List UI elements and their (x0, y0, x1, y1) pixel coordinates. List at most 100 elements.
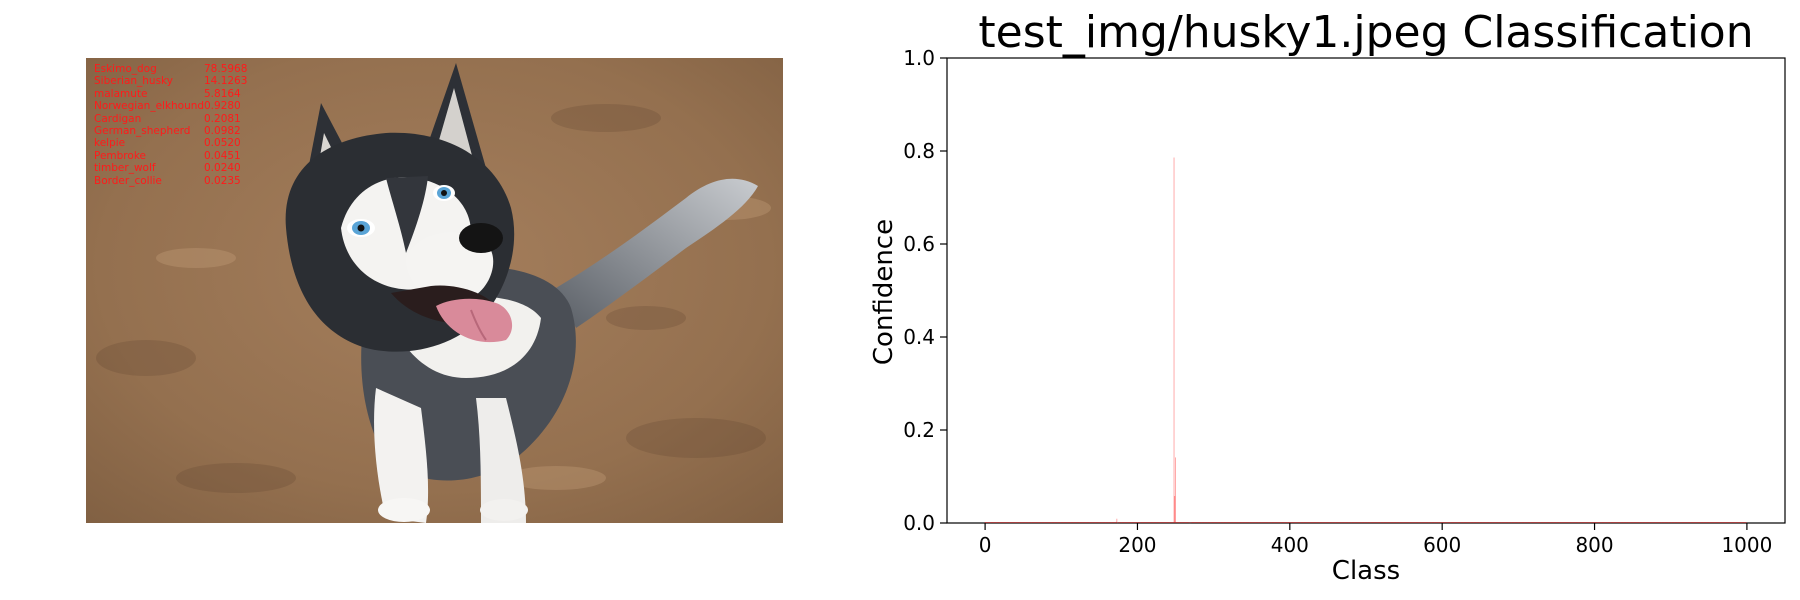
bar-class-945 (1704, 522, 1706, 523)
bar-class-3 (987, 522, 988, 523)
bar-class-660 (1487, 522, 1489, 523)
bar-class-914 (1681, 522, 1682, 523)
bar-class-544 (1399, 522, 1400, 523)
bar-class-386 (1278, 522, 1280, 523)
bar-class-596 (1438, 522, 1440, 523)
bar-class-97 (1058, 522, 1060, 523)
bar-class-296 (1210, 522, 1211, 523)
bar-class-473 (1345, 522, 1346, 523)
bar-class-861 (1640, 522, 1642, 523)
bar-class-603 (1444, 522, 1445, 523)
bar-class-585 (1430, 522, 1432, 523)
bar-class-67 (1035, 522, 1037, 523)
bar-class-140 (1091, 522, 1093, 523)
bar-class-811 (1602, 522, 1604, 523)
bar-class-766 (1568, 522, 1569, 523)
bar-class-69 (1037, 522, 1038, 523)
bar-class-501 (1366, 522, 1368, 523)
bar-class-187 (1127, 522, 1128, 523)
bar-class-281 (1198, 522, 1200, 523)
bar-class-275 (1194, 522, 1195, 523)
bar-class-227 (1157, 522, 1159, 523)
bar-class-721 (1534, 522, 1535, 523)
prediction-label: Eskimo_dog (94, 63, 157, 75)
bar-class-456 (1332, 522, 1333, 523)
bar-class-465 (1339, 522, 1340, 523)
bar-class-770 (1571, 522, 1572, 523)
bar-class-561 (1412, 522, 1413, 523)
bar-class-482 (1351, 522, 1353, 523)
bar-class-613 (1451, 522, 1453, 523)
bar-class-234 (1163, 522, 1164, 523)
bar-class-662 (1489, 522, 1490, 523)
bar-class-954 (1711, 522, 1713, 523)
bar-class-253 (1177, 522, 1179, 523)
prediction-item: Cardigan 0.2081 (94, 113, 247, 125)
bar-class-937 (1698, 522, 1700, 523)
bar-class-825 (1613, 522, 1614, 523)
bar-class-175 (1118, 522, 1119, 523)
bar-class-646 (1476, 522, 1478, 523)
bar-class-678 (1501, 522, 1502, 523)
bar-class-88 (1051, 522, 1053, 523)
bar-class-628 (1463, 522, 1464, 523)
bar-class-419 (1303, 522, 1305, 523)
bar-class-489 (1357, 522, 1358, 523)
bar-class-611 (1450, 522, 1451, 523)
bar-class-696 (1515, 522, 1516, 523)
bar-class-459 (1334, 522, 1336, 523)
bar-class-679 (1502, 522, 1503, 523)
chart-title: test_img/husky1.jpeg Classification (978, 7, 1753, 58)
bar-class-541 (1396, 522, 1398, 523)
bar-class-838 (1623, 522, 1624, 523)
bar-class-506 (1370, 522, 1371, 523)
bar-class-993 (1741, 522, 1742, 523)
bar-class-350 (1251, 522, 1253, 523)
bar-class-156 (1103, 522, 1105, 523)
bar-class-727 (1538, 522, 1540, 523)
bar-class-778 (1577, 522, 1579, 523)
bar-class-793 (1588, 522, 1590, 523)
bar-class-481 (1351, 522, 1352, 523)
photo-panel: Eskimo_dog 78.5968 Siberian_husky 14.1263 ma… (86, 58, 783, 523)
bar-class-312 (1222, 522, 1224, 523)
bar-class-83 (1048, 522, 1049, 523)
bar-class-265 (1186, 522, 1188, 523)
bar-class-334 (1239, 522, 1240, 523)
bar-class-757 (1561, 522, 1563, 523)
bar-class-563 (1413, 522, 1415, 523)
x-tick-label: 600 (1423, 533, 1461, 557)
bar-class-374 (1269, 522, 1271, 523)
bar-class-511 (1374, 522, 1375, 523)
bar-class-106 (1065, 522, 1067, 523)
bar-class-776 (1575, 522, 1577, 523)
bar-class-401 (1290, 522, 1291, 523)
bar-class-773 (1573, 522, 1575, 523)
bar-class-487 (1355, 522, 1357, 523)
bar-class-809 (1601, 522, 1602, 523)
bar-class-924 (1688, 522, 1690, 523)
bar-class-860 (1639, 522, 1641, 523)
prediction-label: kelpie (94, 137, 126, 150)
bar-class-505 (1369, 522, 1371, 523)
bar-class-203 (1139, 522, 1141, 523)
bar-class-159 (1105, 522, 1107, 523)
bar-class-84 (1048, 522, 1050, 523)
bar-class-655 (1483, 522, 1485, 523)
bar-class-48 (1021, 522, 1022, 523)
bar-class-890 (1662, 522, 1664, 523)
bar-class-772 (1572, 522, 1574, 523)
bar-class-616 (1454, 522, 1455, 523)
bar-class-986 (1735, 522, 1737, 523)
bar-class-548 (1402, 522, 1403, 523)
bar-class-276 (1195, 522, 1196, 523)
bar-class-592 (1435, 522, 1437, 523)
bar-class-963 (1718, 522, 1720, 523)
bar-class-288 (1204, 522, 1205, 523)
bar-class-46 (1019, 522, 1021, 523)
bar-class-5 (988, 522, 990, 523)
bar-class-329 (1235, 522, 1237, 523)
bar-class-725 (1537, 522, 1538, 523)
bar-class-658 (1486, 522, 1487, 523)
